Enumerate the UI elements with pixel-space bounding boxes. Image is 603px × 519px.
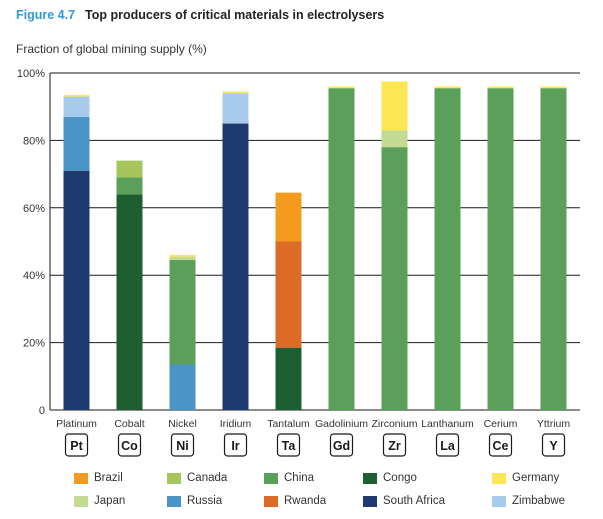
legend-swatch — [492, 472, 506, 484]
bar-segment-platinum-zimbabwe — [63, 96, 90, 117]
legend-item: South Africa — [363, 495, 445, 507]
bar-segment-yttrium-china — [540, 88, 567, 410]
legend-label: China — [284, 472, 315, 484]
x-tick-label: Nickel — [168, 418, 197, 430]
element-symbol-box — [223, 433, 248, 457]
legend-label: Brazil — [94, 472, 123, 484]
x-tick-label: Zirconium — [371, 418, 417, 430]
bar-segment-iridium-south-africa — [222, 123, 249, 411]
legend-label: Germany — [512, 472, 560, 484]
bar-segment-nickel-germany — [169, 254, 196, 257]
bar-segment-gadolinium-germany — [328, 86, 355, 89]
bar-segment-gadolinium-china — [328, 88, 355, 410]
bar-segment-nickel-japan — [169, 256, 196, 261]
element-symbol-box — [64, 433, 89, 457]
legend-label: South Africa — [383, 495, 446, 507]
element-symbol: Y — [549, 439, 558, 453]
x-tick-label: Yttrium — [537, 418, 571, 430]
bar-segment-nickel-russia — [169, 364, 196, 410]
figure-title-text: Top producers of critical materials in e… — [85, 8, 385, 22]
x-tick-label: Platinum — [56, 418, 97, 430]
bar-segment-lanthanum-germany — [434, 86, 461, 89]
element-symbol: Ni — [176, 439, 189, 453]
legend-label: Canada — [187, 472, 228, 484]
element-symbol: Pt — [70, 439, 83, 453]
legend-label: Congo — [383, 472, 417, 484]
bar-segment-iridium-zimbabwe — [222, 93, 249, 124]
x-tick-label: Lanthanum — [421, 418, 474, 430]
legend-swatch — [167, 495, 181, 507]
bar-segment-zirconium-germany — [381, 81, 408, 131]
legend-item: Canada — [167, 472, 227, 484]
x-tick-label: Cerium — [484, 418, 518, 430]
bar-segment-cerium-germany — [487, 86, 514, 89]
legend-item: Russia — [167, 495, 222, 507]
legend-label: Zimbabwe — [512, 495, 566, 507]
y-tick-label: 40% — [23, 270, 45, 282]
bar-segment-platinum-russia — [63, 116, 90, 171]
element-symbol-box — [170, 433, 195, 457]
bar-segment-iridium-germany — [222, 91, 249, 94]
y-tick-label: 100% — [17, 68, 45, 80]
bar-segment-zirconium-china — [381, 147, 408, 410]
bar-segment-nickel-china — [169, 260, 196, 365]
y-tick-label: 60% — [23, 203, 45, 215]
legend-swatch — [264, 495, 278, 507]
element-symbol: Zr — [388, 439, 401, 453]
element-symbol-box — [117, 433, 142, 457]
legend-swatch — [363, 495, 377, 507]
x-tick-label: Gadolinium — [315, 418, 368, 430]
bar-segment-zirconium-japan — [381, 130, 408, 148]
bar-segment-cobalt-congo — [116, 194, 143, 410]
bar-segment-tantalum-rwanda — [275, 241, 302, 348]
bar-segment-platinum-germany — [63, 94, 90, 97]
x-tick-label: Iridium — [220, 418, 252, 430]
legend-item: Rwanda — [264, 495, 326, 507]
legend-label: Rwanda — [284, 495, 327, 507]
legend-swatch — [74, 472, 88, 484]
legend-item: Japan — [74, 495, 125, 507]
legend-item: Brazil — [74, 472, 123, 484]
element-symbol: Gd — [333, 439, 350, 453]
bar-segment-cobalt-china — [116, 177, 143, 195]
legend-swatch — [74, 495, 88, 507]
figure-title: Figure 4.7 Top producers of critical mate… — [16, 8, 384, 22]
bar-segment-lanthanum-china — [434, 88, 461, 410]
element-symbol: Co — [121, 439, 138, 453]
element-symbol: Ta — [282, 439, 297, 453]
legend-item: Germany — [492, 472, 559, 484]
legend-item: Zimbabwe — [492, 495, 565, 507]
element-symbol: La — [440, 439, 456, 453]
figure-number: Figure 4.7 — [16, 8, 76, 22]
legend-swatch — [492, 495, 506, 507]
y-tick-label: 80% — [23, 135, 45, 147]
legend-swatch — [363, 472, 377, 484]
y-tick-label: 0 — [39, 405, 45, 417]
legend-item: China — [264, 472, 314, 484]
x-tick-label: Tantalum — [267, 418, 310, 430]
legend-swatch — [167, 472, 181, 484]
element-symbol-box — [276, 433, 301, 457]
bar-segment-tantalum-congo — [275, 347, 302, 410]
x-tick-label: Cobalt — [114, 418, 144, 430]
element-symbol: Ir — [231, 439, 239, 453]
legend-label: Japan — [94, 495, 126, 507]
bar-segment-yttrium-germany — [540, 86, 567, 89]
element-symbol-box — [488, 433, 513, 457]
bar-segment-cobalt-canada — [116, 160, 143, 178]
legend-item: Congo — [363, 472, 417, 484]
bar-segment-platinum-south-africa — [63, 170, 90, 410]
element-symbol: Ce — [493, 439, 509, 453]
element-symbol-box — [329, 433, 354, 457]
stacked-bar-chart: 0 20% 40% 60% 80% 100% Platinum Pt Cobalt Co Nicke… — [17, 68, 580, 457]
y-axis-title: Fraction of global mining supply (%) — [16, 42, 207, 56]
bar-segment-tantalum-brazil — [275, 192, 302, 242]
legend-swatch — [264, 472, 278, 484]
element-symbol-box — [382, 433, 407, 457]
bar-segment-cerium-china — [487, 88, 514, 410]
element-symbol-box — [541, 433, 566, 457]
element-symbol-box — [435, 433, 460, 457]
y-tick-label: 20% — [23, 338, 45, 350]
legend-label: Russia — [187, 495, 223, 507]
